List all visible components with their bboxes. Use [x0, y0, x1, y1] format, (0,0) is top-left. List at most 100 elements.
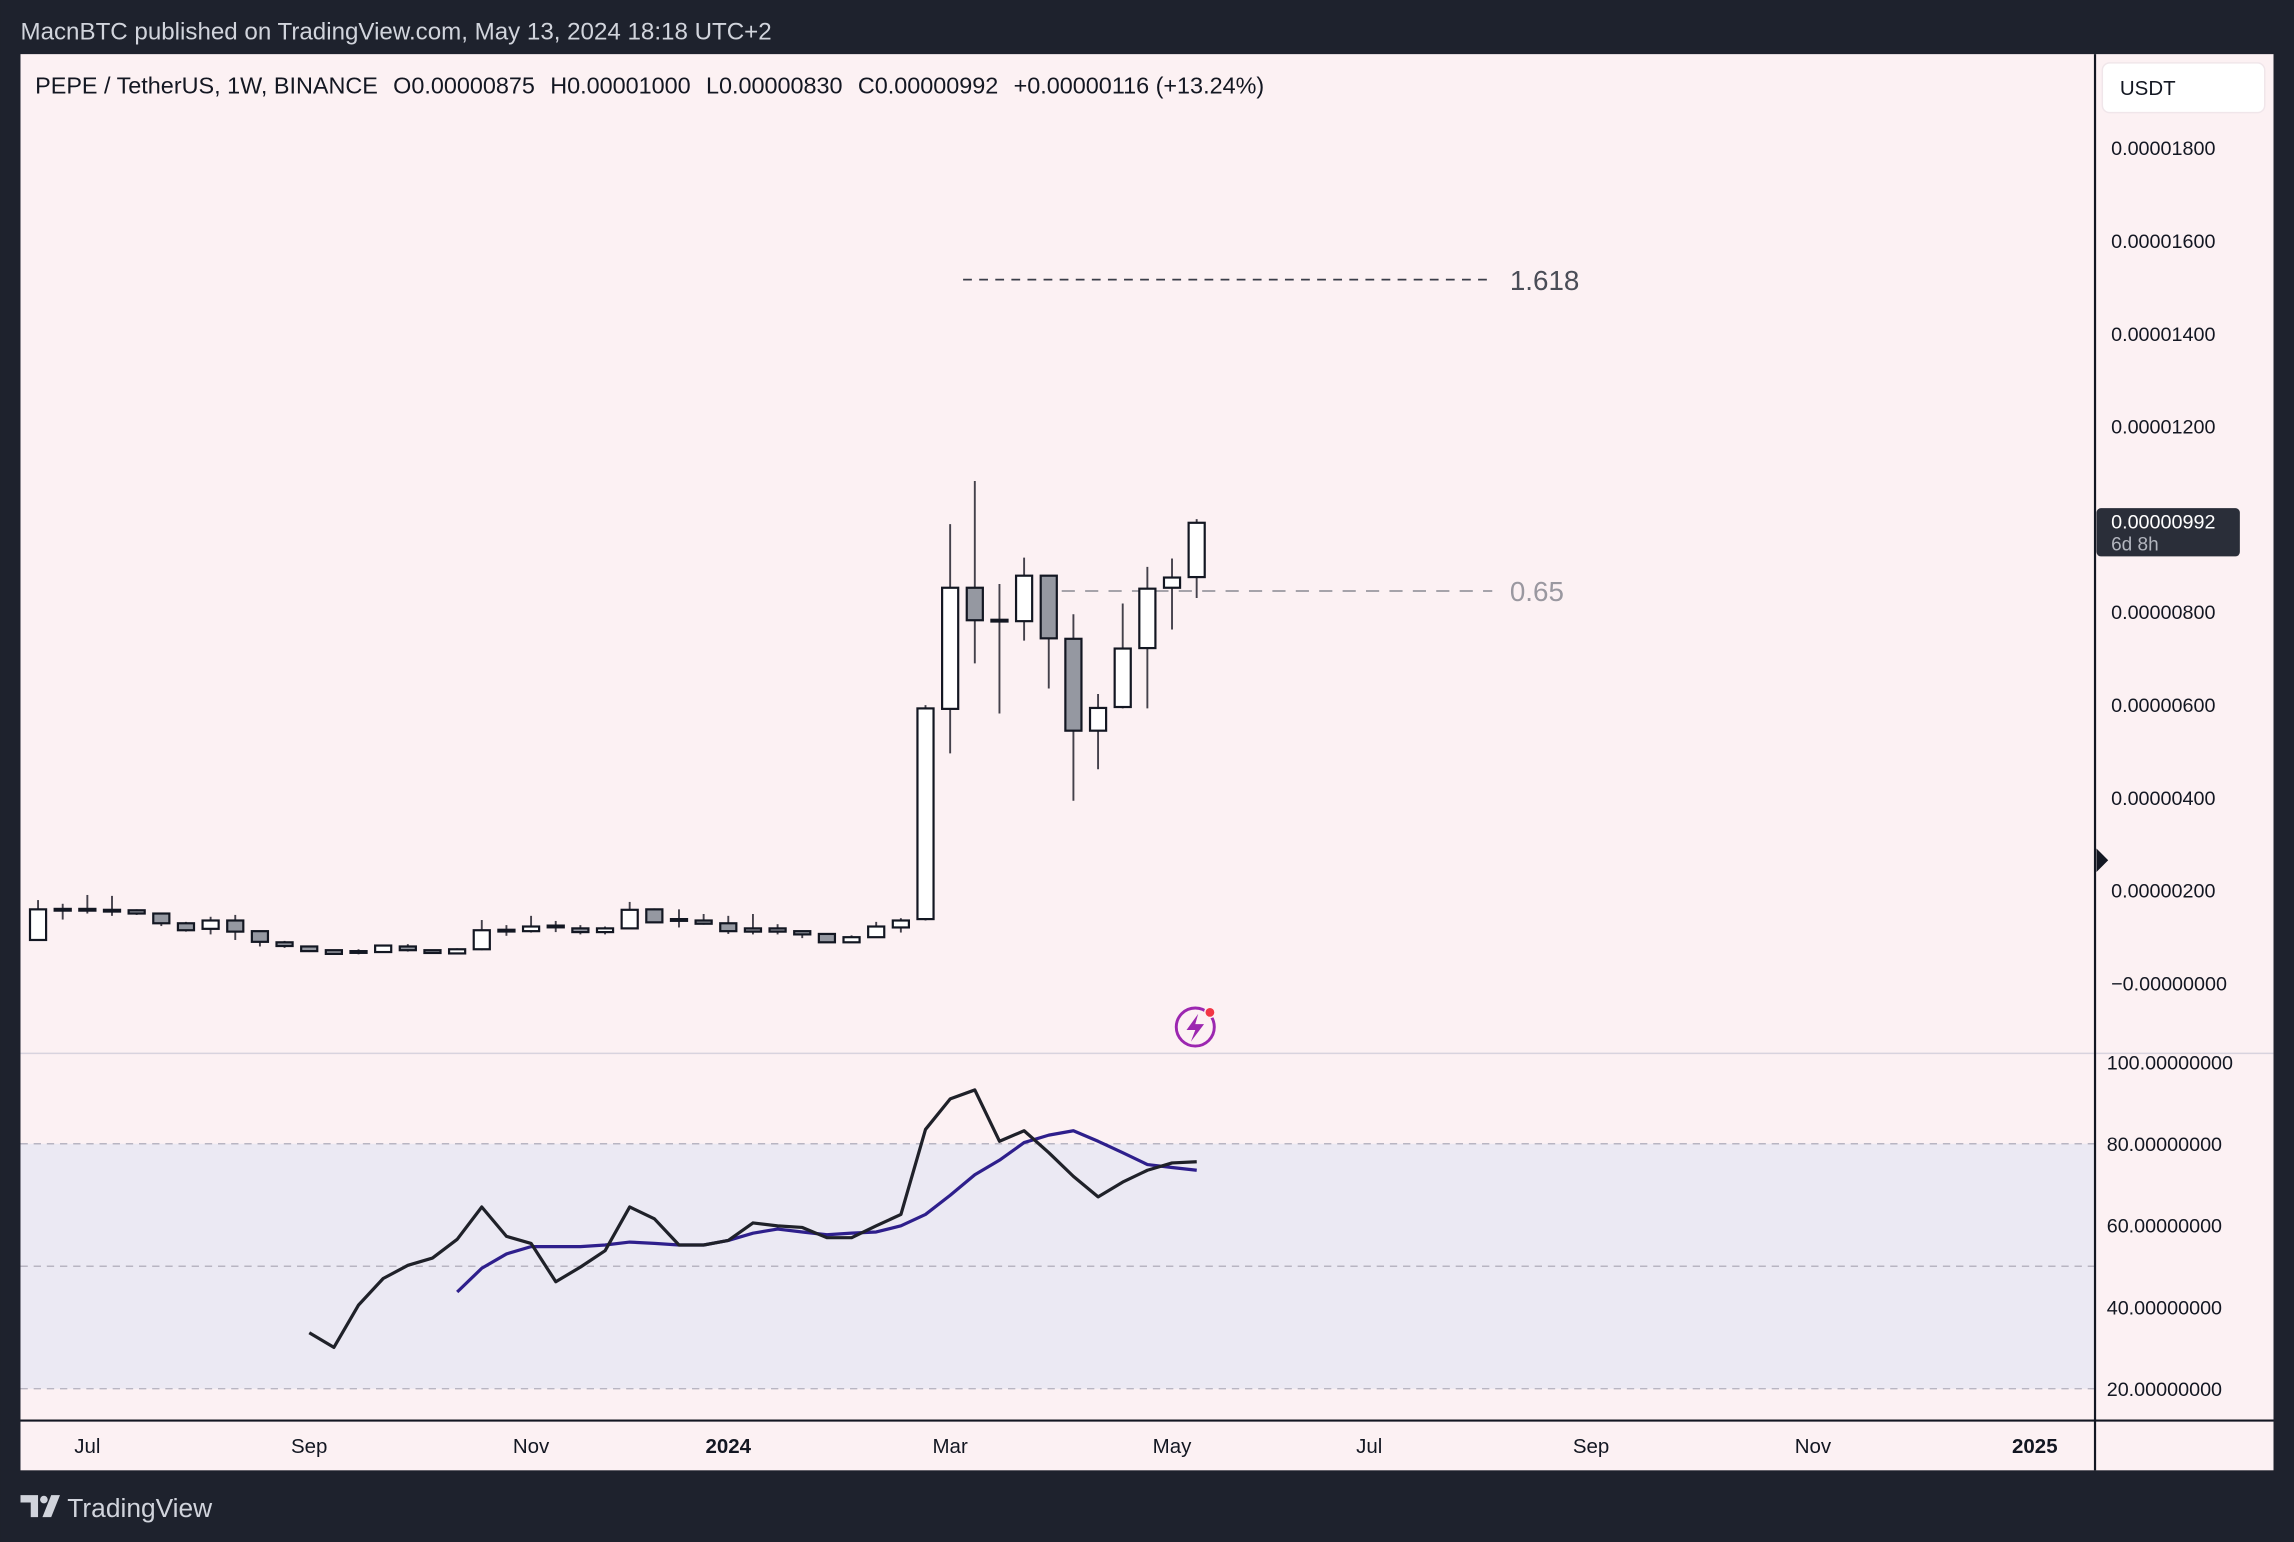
candle	[595, 926, 615, 935]
candle-body-up	[472, 929, 491, 951]
candle	[201, 916, 220, 935]
tradingview-logo[interactable]: TradingView	[20, 1493, 213, 1523]
candle-body-up	[521, 925, 541, 933]
candle	[694, 913, 713, 925]
lightning-alert-icon[interactable]	[1174, 1006, 1216, 1048]
fib-levels[interactable]: 1.618 0.65	[963, 265, 1579, 607]
candle-body-down	[1064, 637, 1083, 732]
candle-body-down	[275, 941, 294, 948]
candle	[300, 945, 319, 953]
candle	[324, 949, 344, 955]
candle-body-up	[669, 917, 689, 922]
candle	[743, 913, 763, 935]
candle	[891, 918, 910, 933]
candle	[620, 901, 639, 930]
candle	[250, 930, 270, 947]
price-tick-label: 0.00001200	[2111, 417, 2215, 439]
candle-body-down	[793, 930, 812, 936]
rsi-tick-label: 40.00000000	[2107, 1297, 2222, 1319]
currency-label[interactable]: USDT	[2120, 77, 2176, 100]
candle-body-up	[28, 908, 48, 942]
candle-body-down	[78, 907, 97, 912]
candle-body-up	[374, 944, 393, 954]
rsi-band	[20, 1143, 2096, 1390]
candle-body-up	[916, 707, 935, 921]
candle	[497, 925, 516, 936]
high-value: H0.00001000	[550, 73, 690, 99]
candle	[990, 584, 1009, 714]
candle-body-up	[447, 948, 467, 955]
candle-body-down	[645, 908, 664, 924]
candle	[374, 944, 393, 954]
candle	[842, 935, 861, 944]
rsi-tick-label: 60.00000000	[2107, 1216, 2222, 1238]
candle-body-down	[226, 919, 245, 933]
candle	[793, 930, 812, 939]
candle-body-down	[250, 930, 270, 943]
candle-body-up	[842, 936, 861, 944]
candle	[941, 524, 960, 754]
tradingview-logo-icon	[20, 1495, 60, 1518]
candle	[102, 895, 122, 916]
candle	[1138, 566, 1157, 709]
price-tick-label: 0.00001400	[2111, 324, 2215, 346]
candle-body-up	[201, 919, 220, 930]
candle	[1039, 574, 1058, 689]
rsi-background-band	[20, 1143, 2096, 1389]
candle	[28, 900, 48, 942]
price-tick-label: 0.00000600	[2111, 695, 2215, 717]
rsi-axis[interactable]: 100.00000000 80.00000000 60.00000000 40.000…	[2107, 1052, 2233, 1401]
time-tick-label: Nov	[513, 1435, 550, 1458]
candle-body-down	[1039, 574, 1058, 640]
candle-body-up	[53, 907, 72, 912]
time-tick-label: Jul	[1356, 1435, 1382, 1458]
candle-body-up	[1187, 521, 1206, 579]
currency-button-bg[interactable]	[2101, 62, 2266, 114]
candle	[226, 914, 245, 940]
candle	[53, 903, 72, 920]
time-axis[interactable]: Jul Sep Nov 2024 Mar May Jul Sep Nov 2025	[74, 1435, 2057, 1458]
time-tick-label: 2025	[2012, 1435, 2058, 1458]
candle	[571, 925, 590, 935]
rsi-tick-label: 20.00000000	[2107, 1379, 2222, 1401]
price-tick-label: 0.00000400	[2111, 788, 2215, 810]
rsi-tick-label: 80.00000000	[2107, 1134, 2222, 1156]
candle	[546, 920, 565, 933]
time-tick-label: Sep	[1573, 1435, 1609, 1458]
candle	[916, 705, 935, 921]
candle-body-down	[423, 949, 442, 955]
scroll-marker-icon[interactable]	[2096, 848, 2109, 872]
candle-body-up	[595, 927, 615, 934]
candle	[176, 921, 196, 932]
candle-body-down	[694, 919, 713, 925]
bar-countdown: 6d 8h	[2111, 535, 2159, 556]
last-price-label: 0.00000992	[2111, 512, 2215, 534]
candle-body-up	[941, 586, 960, 710]
candle-body-down	[152, 912, 171, 925]
time-tick-label: 2024	[706, 1435, 752, 1458]
price-tick-label: −0.00000000	[2111, 973, 2227, 995]
low-value: L0.00000830	[706, 73, 843, 99]
price-axis[interactable]: 0.00001800 0.00001600 0.00001400 0.00001200…	[2111, 138, 2227, 995]
ohlc-legend: PEPE / TetherUS, 1W, BINANCE O0.00000875…	[35, 73, 1264, 99]
currency-button[interactable]: USDT	[2101, 62, 2266, 114]
candle	[127, 909, 146, 915]
candles	[28, 481, 1206, 955]
symbol-label[interactable]: PEPE / TetherUS, 1W, BINANCE	[35, 73, 378, 99]
candle-body-down	[965, 586, 984, 622]
time-tick-label: Jul	[74, 1435, 100, 1458]
price-tick-label: 0.00000800	[2111, 602, 2215, 624]
candle-body-down	[324, 949, 344, 955]
candle-body-up	[1138, 587, 1157, 650]
candle	[1113, 603, 1132, 709]
candle	[1187, 519, 1206, 598]
time-tick-label: Mar	[933, 1435, 968, 1458]
rsi-tick-label: 100.00000000	[2107, 1052, 2233, 1074]
candle-body-down	[768, 927, 787, 933]
candle	[472, 920, 491, 951]
candle-body-up	[1162, 576, 1182, 589]
candle	[521, 915, 541, 933]
candle-body-up	[620, 908, 639, 930]
candle-body-up	[497, 928, 516, 933]
